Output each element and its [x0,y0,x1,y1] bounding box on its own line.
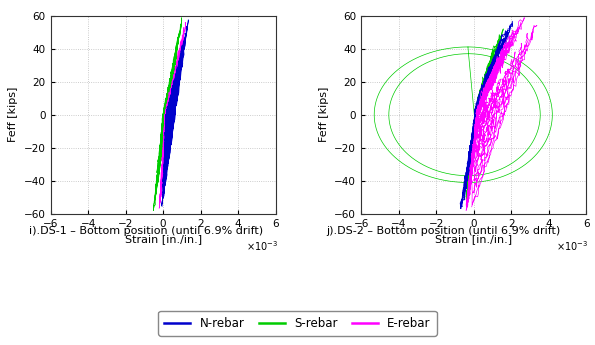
Legend: N-rebar, S-rebar, E-rebar: N-rebar, S-rebar, E-rebar [158,311,437,336]
X-axis label: Strain [in./in.]: Strain [in./in.] [435,234,512,244]
Text: $\times 10^{-3}$: $\times 10^{-3}$ [246,240,278,254]
Y-axis label: Feff [kips]: Feff [kips] [8,87,18,142]
Y-axis label: Feff [kips]: Feff [kips] [319,87,329,142]
Text: $\times 10^{-3}$: $\times 10^{-3}$ [556,240,588,254]
Text: i).DS-1 – Bottom position (until 6.9% drift): i).DS-1 – Bottom position (until 6.9% dr… [29,226,263,236]
X-axis label: Strain [in./in.]: Strain [in./in.] [124,234,202,244]
Text: j).DS-2 – Bottom position (until 6.9% drift): j).DS-2 – Bottom position (until 6.9% dr… [326,226,560,236]
